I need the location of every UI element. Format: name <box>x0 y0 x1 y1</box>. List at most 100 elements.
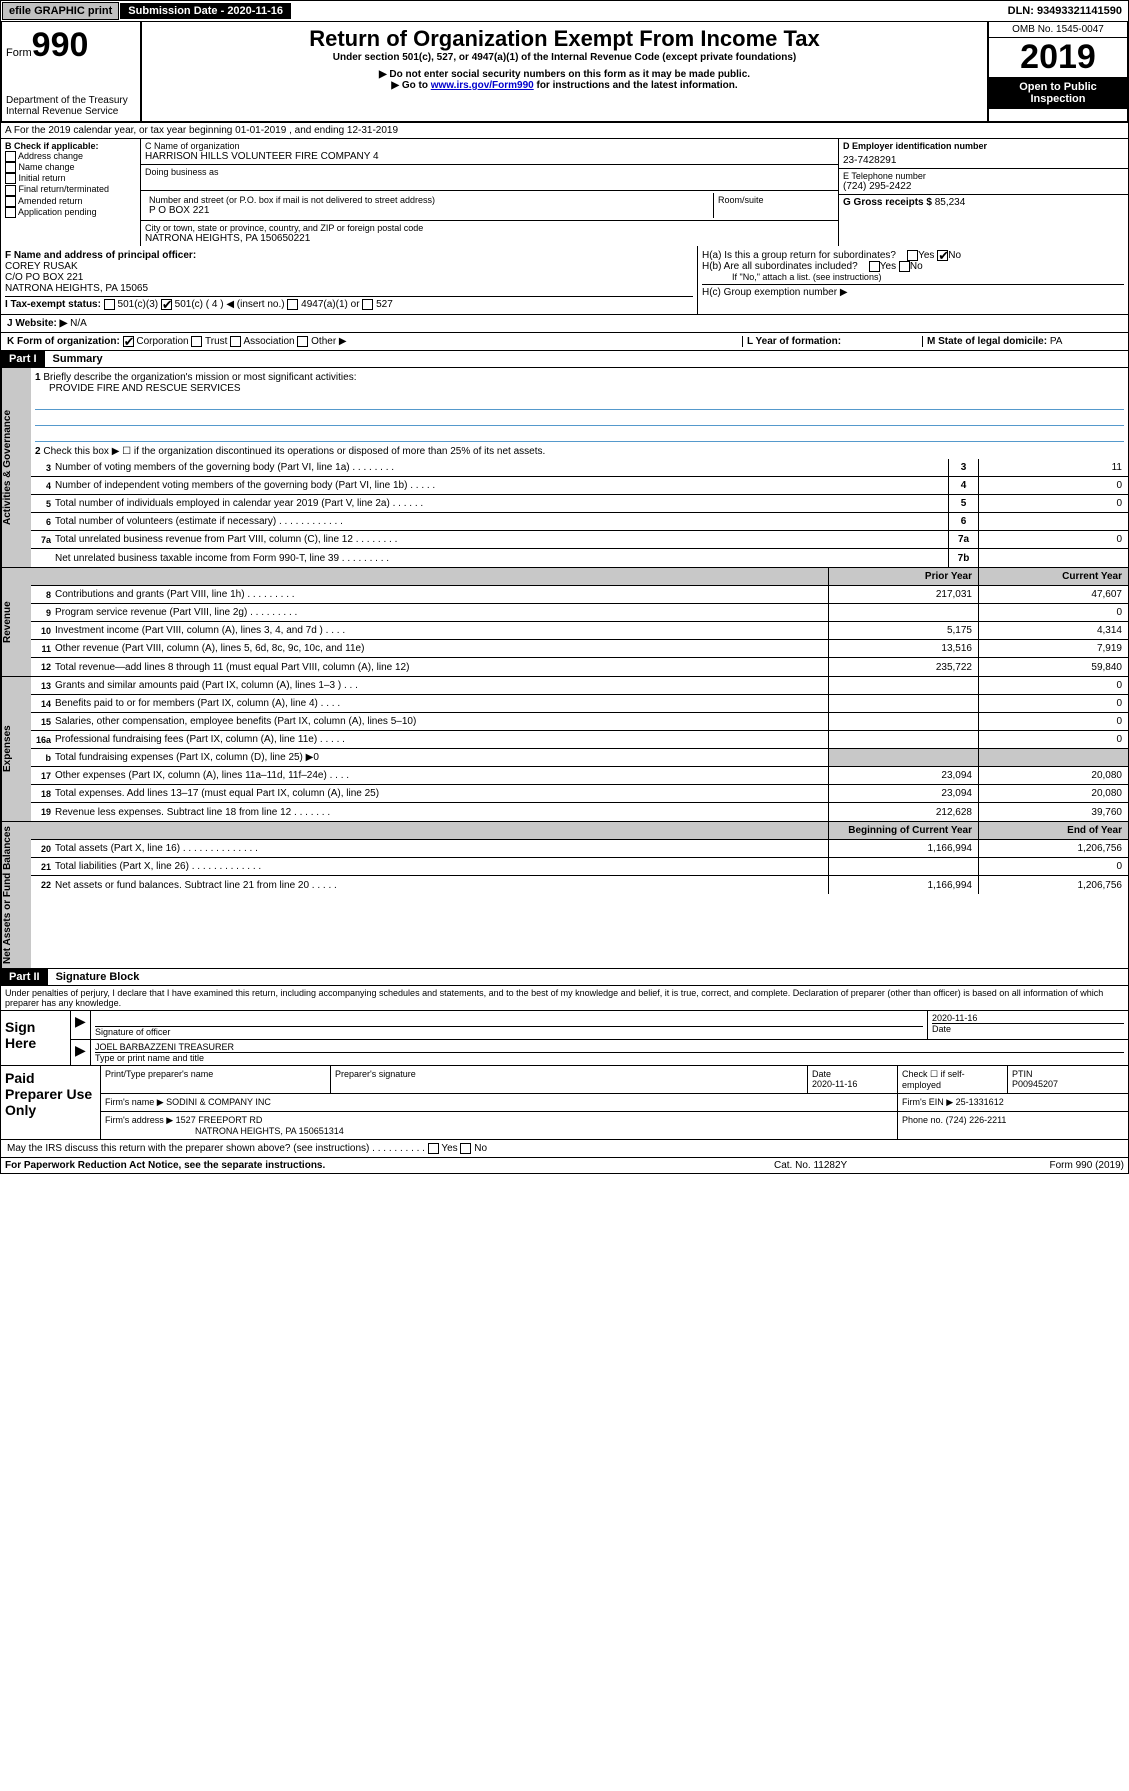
form-header: Form990 Department of the Treasury Inter… <box>0 22 1129 123</box>
summary-row: bTotal fundraising expenses (Part IX, co… <box>31 749 1128 767</box>
hb-yes[interactable] <box>869 261 880 272</box>
summary-row: 11Other revenue (Part VIII, column (A), … <box>31 640 1128 658</box>
check-501c3[interactable] <box>104 299 115 310</box>
side-netassets: Net Assets or Fund Balances <box>1 822 31 968</box>
submission-date: Submission Date - 2020-11-16 <box>120 3 291 19</box>
summary-row: Net unrelated business taxable income fr… <box>31 549 1128 567</box>
footer-formref: Form 990 (2019) <box>974 1160 1124 1171</box>
summary-row: 10Investment income (Part VIII, column (… <box>31 622 1128 640</box>
check-amended[interactable]: Amended return <box>5 196 136 207</box>
part2-header: Part II Signature Block <box>0 969 1129 986</box>
hb-no[interactable] <box>899 261 910 272</box>
paid-h4: Check ☐ if self-employed <box>898 1066 1008 1093</box>
summary-row: 6Total number of volunteers (estimate if… <box>31 513 1128 531</box>
summary-row: 8Contributions and grants (Part VIII, li… <box>31 586 1128 604</box>
check-527[interactable] <box>362 299 373 310</box>
form-subtitle: Under section 501(c), 527, or 4947(a)(1)… <box>146 52 983 63</box>
check-pending[interactable]: Application pending <box>5 207 136 218</box>
line-a: A For the 2019 calendar year, or tax yea… <box>0 123 1129 139</box>
check-4947[interactable] <box>287 299 298 310</box>
check-corp[interactable] <box>123 336 134 347</box>
check-other[interactable] <box>297 336 308 347</box>
summary-row: 9Program service revenue (Part VIII, lin… <box>31 604 1128 622</box>
check-final[interactable]: Final return/terminated <box>5 184 136 195</box>
room-label: Room/suite <box>718 195 830 205</box>
org-name: HARRISON HILLS VOLUNTEER FIRE COMPANY 4 <box>145 151 834 162</box>
revenue-section: Revenue Prior Year Current Year 8Contrib… <box>0 568 1129 677</box>
form-note2: ▶ Go to www.irs.gov/Form990 for instruct… <box>146 80 983 91</box>
check-name[interactable]: Name change <box>5 162 136 173</box>
sign-date: 2020-11-16 <box>932 1013 1124 1024</box>
form-note1: ▶ Do not enter social security numbers o… <box>146 69 983 80</box>
footer-paperwork: For Paperwork Reduction Act Notice, see … <box>5 1160 774 1171</box>
paid-preparer-label: Paid Preparer Use Only <box>1 1066 101 1139</box>
efile-btn[interactable]: efile GRAPHIC print <box>2 2 119 20</box>
col-prior-year: Prior Year <box>828 568 978 585</box>
check-b-label: B Check if applicable: <box>5 141 136 151</box>
form-number: 990 <box>32 26 89 64</box>
check-trust[interactable] <box>191 336 202 347</box>
open-public: Open to Public Inspection <box>989 77 1127 109</box>
summary-row: 16aProfessional fundraising fees (Part I… <box>31 731 1128 749</box>
g-receipts-label: G Gross receipts $ <box>843 197 932 208</box>
check-initial[interactable]: Initial return <box>5 173 136 184</box>
summary-row: 4Number of independent voting members of… <box>31 477 1128 495</box>
paid-h1: Print/Type preparer's name <box>101 1066 331 1093</box>
officer-addr1: C/O PO BOX 221 <box>5 272 693 283</box>
side-expenses: Expenses <box>1 677 31 821</box>
addr-label: Number and street (or P.O. box if mail i… <box>149 195 709 205</box>
footer-catno: Cat. No. 11282Y <box>774 1160 974 1171</box>
expenses-section: Expenses 13Grants and similar amounts pa… <box>0 677 1129 822</box>
instructions-link[interactable]: www.irs.gov/Form990 <box>431 80 534 91</box>
ha-no[interactable] <box>937 250 948 261</box>
paid-h2: Preparer's signature <box>331 1066 808 1093</box>
discuss-yes[interactable] <box>428 1143 439 1154</box>
ein-value: 23-7428291 <box>843 155 1124 166</box>
printed-name-label: Type or print name and title <box>95 1053 1124 1063</box>
org-address: P O BOX 221 <box>149 205 709 216</box>
side-revenue: Revenue <box>1 568 31 676</box>
phone-value: (724) 295-2422 <box>843 181 1124 192</box>
dba-label: Doing business as <box>145 167 834 177</box>
section-fh: F Name and address of principal officer:… <box>0 246 1129 315</box>
c-name-label: C Name of organization <box>145 141 834 151</box>
page-footer: For Paperwork Reduction Act Notice, see … <box>0 1158 1129 1174</box>
check-assoc[interactable] <box>230 336 241 347</box>
discuss-no[interactable] <box>460 1143 471 1154</box>
gross-receipts: 85,234 <box>935 197 966 208</box>
perjury-text: Under penalties of perjury, I declare th… <box>0 986 1129 1011</box>
d-ein-label: D Employer identification number <box>843 141 1124 151</box>
i-label: I Tax-exempt status: <box>5 299 101 310</box>
summary-row: 3Number of voting members of the governi… <box>31 459 1128 477</box>
line-j: J Website: ▶ N/A <box>0 315 1129 333</box>
website-value: N/A <box>70 318 87 329</box>
firm-phone: (724) 226-2211 <box>946 1115 1007 1125</box>
dept-treasury: Department of the Treasury <box>6 95 136 106</box>
e-phone-label: E Telephone number <box>843 171 1124 181</box>
hb-label: H(b) Are all subordinates included? <box>702 261 858 272</box>
form-title: Return of Organization Exempt From Incom… <box>146 26 983 52</box>
summary-row: 20Total assets (Part X, line 16) . . . .… <box>31 840 1128 858</box>
summary-row: 21Total liabilities (Part X, line 26) . … <box>31 858 1128 876</box>
l1-text: Briefly describe the organization's miss… <box>43 372 356 383</box>
f-label: F Name and address of principal officer: <box>5 250 693 261</box>
hb-note: If "No," attach a list. (see instruction… <box>702 272 1124 282</box>
firm-addr2: NATRONA HEIGHTS, PA 150651314 <box>105 1126 344 1136</box>
firm-name: SODINI & COMPANY INC <box>166 1097 271 1107</box>
ha-yes[interactable] <box>907 250 918 261</box>
check-501c[interactable] <box>161 299 172 310</box>
check-address[interactable]: Address change <box>5 151 136 162</box>
tax-year: 2019 <box>989 38 1127 77</box>
firm-ein: 25-1331612 <box>956 1097 1004 1107</box>
part1-header: Part I Summary <box>0 351 1129 368</box>
col-current-year: Current Year <box>978 568 1128 585</box>
summary-row: 15Salaries, other compensation, employee… <box>31 713 1128 731</box>
org-city: NATRONA HEIGHTS, PA 150650221 <box>145 233 834 244</box>
irs-label: Internal Revenue Service <box>6 106 136 117</box>
paid-preparer-block: Paid Preparer Use Only Print/Type prepar… <box>0 1066 1129 1140</box>
officer-name: COREY RUSAK <box>5 261 693 272</box>
form-label: Form <box>6 47 32 59</box>
l2-text: Check this box ▶ ☐ if the organization d… <box>43 446 545 457</box>
officer-addr2: NATRONA HEIGHTS, PA 15065 <box>5 283 693 294</box>
summary-row: 12Total revenue—add lines 8 through 11 (… <box>31 658 1128 676</box>
